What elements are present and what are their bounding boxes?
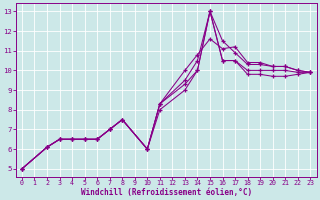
- X-axis label: Windchill (Refroidissement éolien,°C): Windchill (Refroidissement éolien,°C): [81, 188, 252, 197]
